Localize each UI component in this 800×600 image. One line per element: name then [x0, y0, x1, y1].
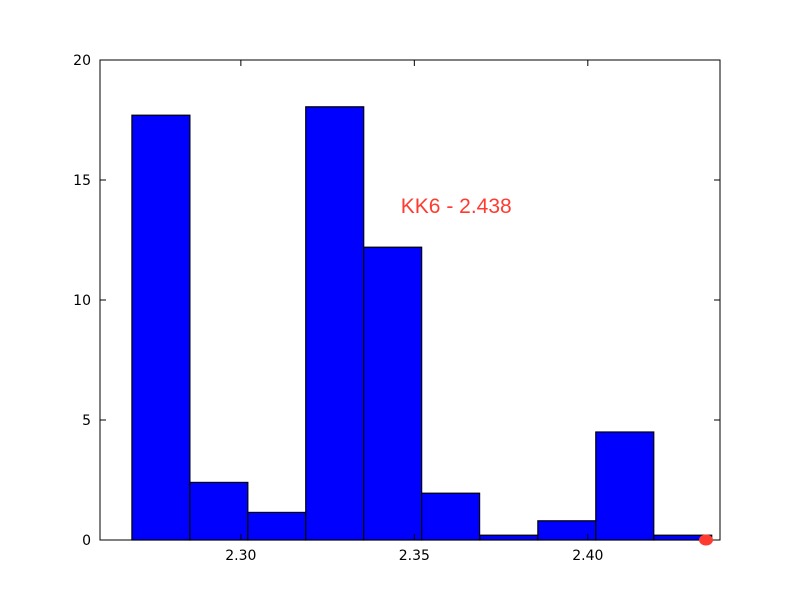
histogram-bar-8	[595, 431, 655, 541]
y-tick-label: 20	[73, 53, 91, 69]
value-marker	[699, 534, 713, 546]
x-tick-label: 2.30	[225, 548, 256, 564]
histogram-bar-5	[421, 492, 481, 541]
axis-tick-labels: 2.30 2.35 2.40 0 5 10 15 20	[73, 53, 603, 564]
annotation-label: KK6 - 2.438	[401, 195, 512, 218]
histogram-bar-1	[189, 481, 249, 541]
x-tick-label: 2.35	[399, 548, 430, 564]
histogram-bar-4	[363, 246, 423, 541]
y-tick-label: 0	[82, 533, 91, 549]
y-tick-label: 10	[73, 293, 91, 309]
y-tick-label: 5	[82, 413, 91, 429]
axis-ticks	[100, 59, 720, 541]
histogram-bar-2	[247, 511, 307, 541]
histogram-bar-7	[537, 520, 597, 541]
y-tick-label: 15	[73, 173, 91, 189]
histogram-bar-3	[305, 106, 365, 541]
x-tick-label: 2.40	[572, 548, 603, 564]
histogram-bar-0	[131, 114, 191, 541]
histogram-bar-6	[479, 534, 539, 541]
histogram-bars	[131, 106, 713, 541]
